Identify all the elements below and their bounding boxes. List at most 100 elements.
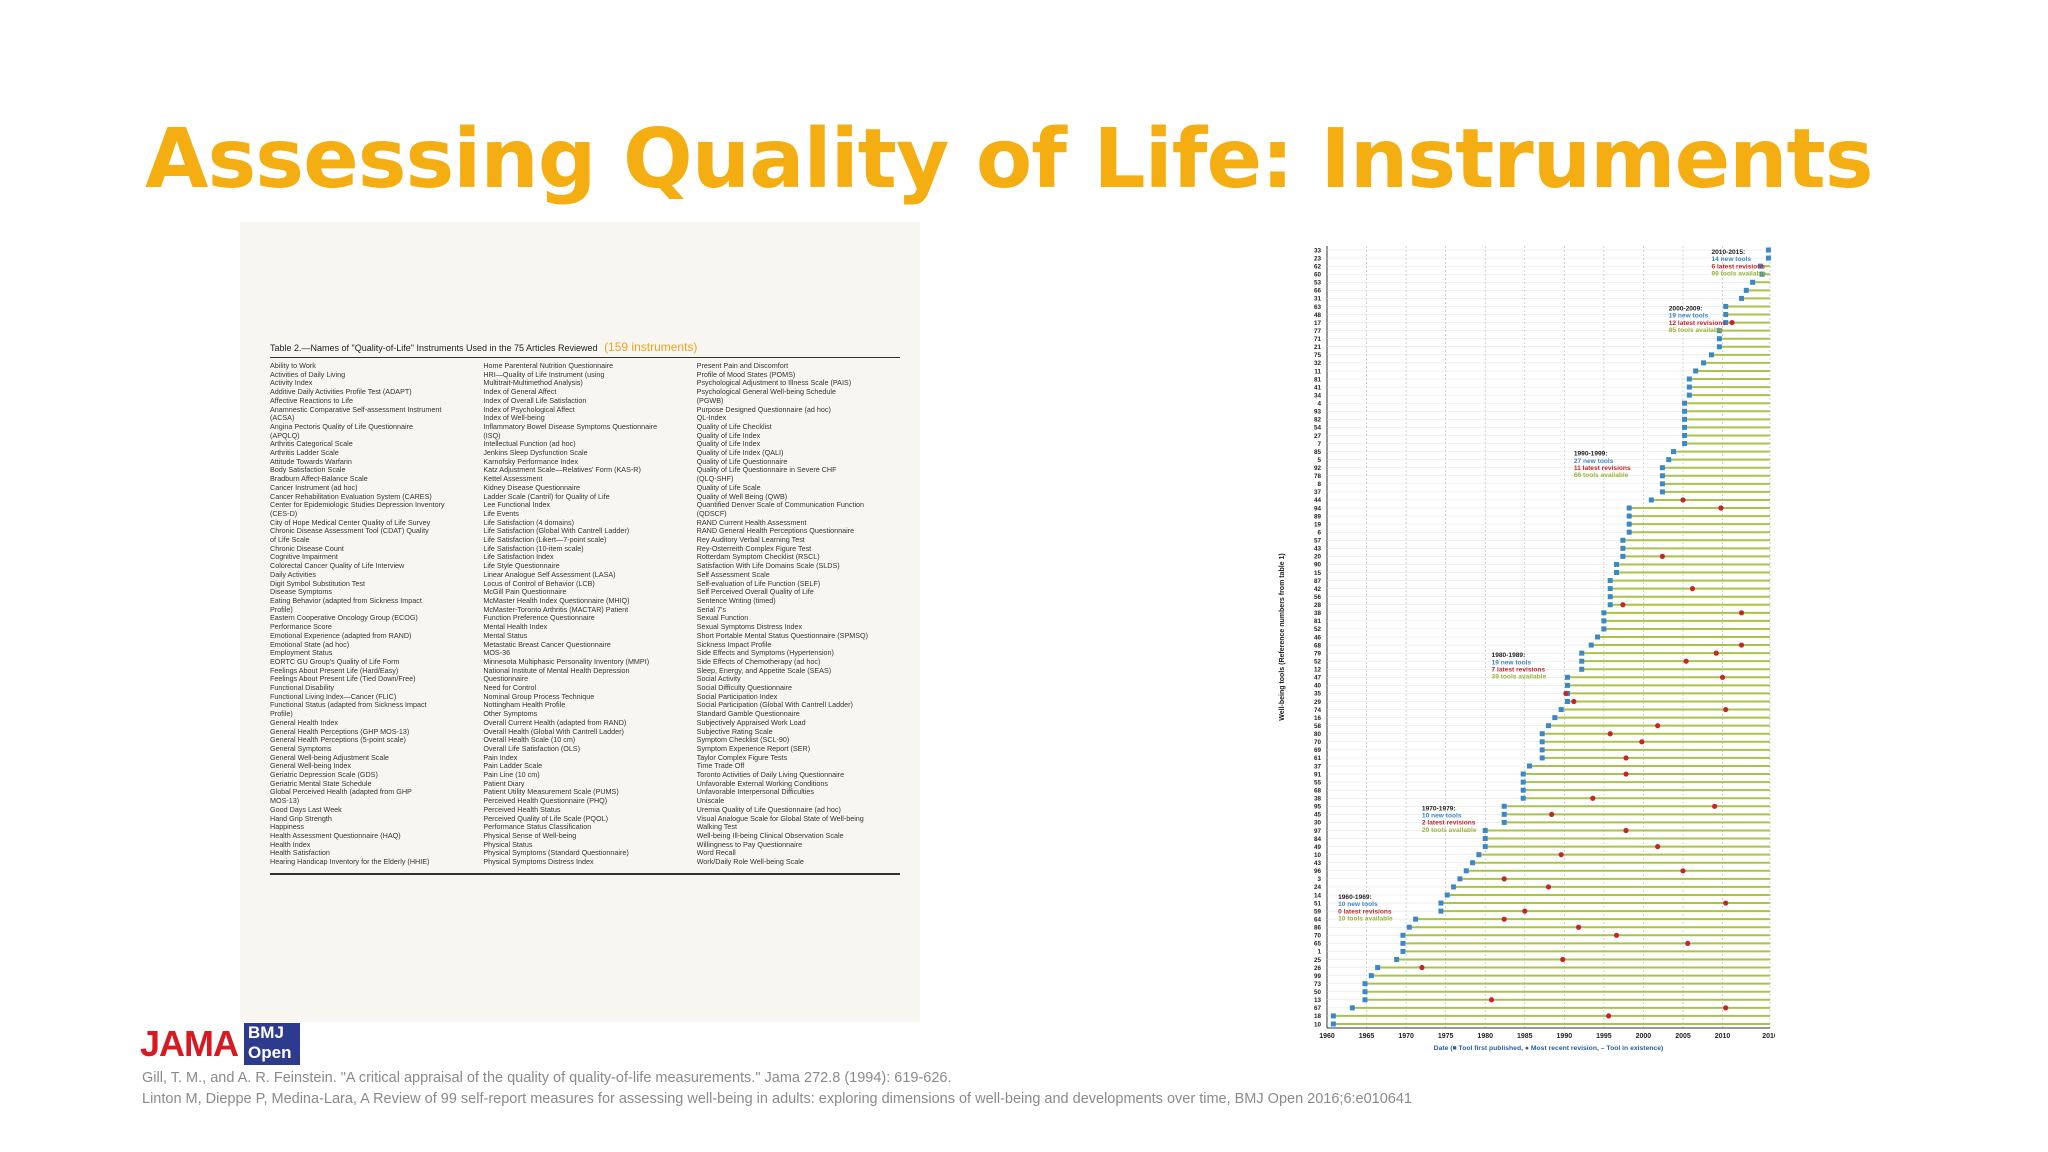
instrument-name: General Symptoms: [270, 744, 332, 753]
instrument-name: Eastern Cooperative Oncology Group (ECOG…: [270, 614, 418, 623]
instrument-name: Profile): [270, 710, 293, 719]
tool-revision-marker: [1683, 658, 1689, 664]
tool-ref-label: 24: [1314, 884, 1322, 891]
instrument-name: Metastatic Breast Cancer Questionnaire: [483, 640, 611, 649]
tool-revision-marker: [1613, 932, 1620, 938]
instrument-name: Arthritis Categorical Scale: [270, 440, 353, 449]
tool-first-published-marker: [1595, 634, 1601, 640]
instrument-name: Index of Well-being: [483, 414, 545, 423]
instrument-name: of Life Scale: [270, 536, 310, 545]
annotation-avail: 20 tools available: [1422, 827, 1477, 834]
instrument-name: Subjective Rating Scale: [696, 727, 773, 736]
tool-ref-label: 37: [1314, 763, 1322, 770]
instrument-name: Physical Status: [483, 840, 533, 849]
tool-ref-label: 45: [1314, 812, 1322, 819]
tool-first-published-marker: [1457, 876, 1463, 882]
instrument-name: Need for Control: [483, 684, 537, 693]
tool-ref-label: 99: [1314, 973, 1322, 980]
instrument-name: Well-being Ill-being Clinical Observatio…: [696, 831, 844, 840]
table-column: Home Parenteral Nutrition Questionnaire H…: [483, 362, 686, 867]
instrument-name: Side Effects and Symptoms (Hypertension): [696, 649, 834, 658]
tool-ref-label: 17: [1314, 320, 1322, 327]
tool-ref-label: 58: [1314, 723, 1322, 730]
tool-revision-marker: [1575, 924, 1582, 930]
instrument-name: Pain Line (10 cm): [483, 771, 540, 780]
instrument-name: Locus of Control of Behavior (LCB): [483, 579, 595, 588]
instrument-name: QL-Index: [696, 414, 727, 423]
tool-revision-marker: [1419, 964, 1425, 971]
tool-ref-label: 8: [1317, 481, 1321, 488]
tool-ref-label: 70: [1314, 933, 1322, 940]
tool-ref-label: 97: [1314, 828, 1322, 835]
tool-revision-marker: [1685, 940, 1691, 946]
y-axis-label: Well-being tools (Reference numbers from…: [1279, 553, 1286, 721]
instrument-name: (PGWB): [696, 396, 724, 405]
tool-revision-marker: [1501, 876, 1507, 882]
instrument-name: Home Parenteral Nutrition Questionnaire: [483, 362, 614, 370]
instrument-name: Life Satisfaction Index: [483, 553, 554, 562]
instrument-name: Social Difficulty Questionnaire: [696, 684, 793, 693]
tool-first-published-marker: [1659, 465, 1665, 471]
instrument-name: Hearing Handicap Inventory for the Elder…: [270, 858, 430, 867]
tool-revision-marker: [1563, 690, 1569, 697]
instrument-name: Visual Analogue Scale for Global State o…: [696, 814, 864, 823]
tool-first-published-marker: [1463, 868, 1469, 874]
instrument-name: (CES-D): [270, 509, 298, 518]
instrument-name: Activities of Daily Living: [270, 370, 346, 379]
tool-first-published-marker: [1739, 295, 1745, 301]
tool-revision-marker: [1680, 497, 1686, 503]
instrument-name: Social Participation Index: [696, 692, 778, 701]
instrument-name: Sentence Writing (timed): [696, 596, 776, 605]
instrument-name: Work/Daily Role Well-being Scale: [696, 858, 804, 867]
instrument-name: RAND General Health Perceptions Question…: [696, 527, 855, 536]
reference-gill: Gill, T. M., and A. R. Feinstein. "A cri…: [142, 1070, 952, 1086]
instrument-name: Rey Auditory Verbal Learning Test: [696, 536, 805, 545]
instrument-name: Symptom Checklist (SCL-90): [696, 736, 790, 745]
instrument-name: Life Events: [483, 509, 519, 518]
tool-ref-label: 68: [1314, 787, 1322, 794]
tool-first-published-marker: [1607, 602, 1613, 608]
instrument-name: Karnofsky Performance Index: [483, 457, 579, 466]
x-tick-label: 1990: [1557, 1033, 1573, 1040]
tool-ref-label: 7: [1317, 441, 1321, 448]
tool-ref-label: 54: [1314, 425, 1322, 432]
tool-first-published-marker: [1682, 400, 1688, 406]
instrument-name: Health Assessment Questionnaire (HAQ): [270, 831, 401, 840]
instrument-name: General Well-being Adjustment Scale: [270, 753, 389, 762]
instrument-name: Quality of Life Index: [696, 440, 761, 449]
bmj-open-logo: BMJ Open: [244, 1023, 301, 1065]
tool-first-published-marker: [1607, 578, 1613, 584]
tool-ref-label: 57: [1314, 538, 1322, 545]
instrument-name: Index of Psychological Affect: [483, 405, 575, 414]
tool-first-published-marker: [1682, 424, 1688, 430]
tool-first-published-marker: [1400, 940, 1406, 946]
instrument-name: Ladder Scale (Cantril) for Quality of Li…: [483, 492, 610, 501]
annotation-rev: 7 latest revisions: [1492, 667, 1546, 674]
instrument-name: Kidney Disease Questionnaire: [483, 483, 581, 492]
x-tick-label: 2005: [1675, 1033, 1691, 1040]
tool-ref-label: 87: [1314, 578, 1322, 585]
tool-ref-label: 34: [1314, 392, 1322, 399]
instrument-name: Jenkins Sleep Dysfunction Scale: [483, 449, 588, 458]
tool-first-published-marker: [1614, 570, 1620, 576]
tool-ref-label: 26: [1314, 965, 1322, 972]
tool-ref-label: 66: [1314, 288, 1322, 295]
tool-first-published-marker: [1620, 553, 1626, 559]
tool-ref-label: 31: [1314, 296, 1322, 303]
tool-first-published-marker: [1686, 384, 1692, 390]
instrument-name: Additive Daily Activities Profile Test (…: [270, 388, 412, 397]
tool-first-published-marker: [1564, 682, 1570, 688]
instrument-name: Uremia Quality of Life Questionnaire (ad…: [696, 805, 841, 814]
tool-first-published-marker: [1368, 973, 1374, 979]
instrument-name: Life Style Questionnaire: [483, 562, 560, 571]
annotation-new: 27 new tools: [1574, 458, 1614, 465]
instrument-name: Nottingham Health Profile: [483, 701, 566, 710]
tool-first-published-marker: [1659, 481, 1665, 487]
instrument-name: Rey-Osterreith Complex Figure Test: [696, 544, 812, 553]
tool-ref-label: 85: [1314, 449, 1322, 456]
tool-first-published-marker: [1539, 731, 1545, 737]
instrument-name: Mental Health Index: [483, 623, 548, 632]
x-tick-label: 1975: [1438, 1033, 1454, 1040]
instrument-name: Psychological General Well-being Schedul…: [696, 388, 836, 397]
instrument-name: Standard Gamble Questionnaire: [696, 710, 800, 719]
